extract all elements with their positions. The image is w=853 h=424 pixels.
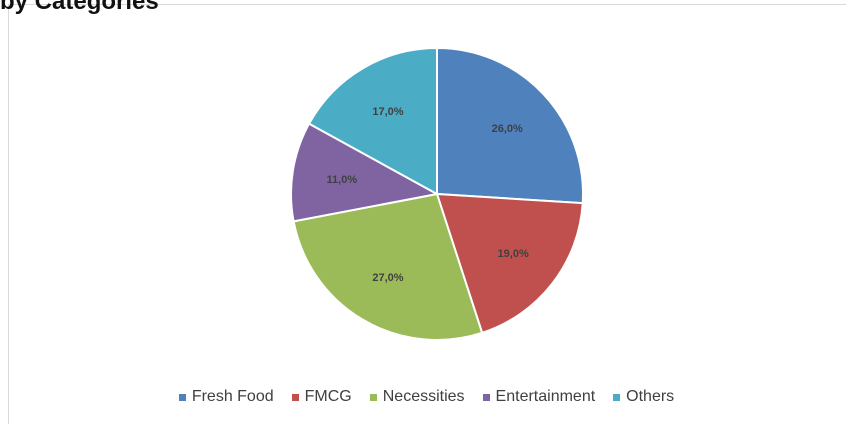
data-label-fresh-food: 26,0% (492, 123, 523, 135)
legend-item-entertainment: Entertainment (482, 388, 596, 406)
data-label-others: 17,0% (372, 106, 403, 118)
pie-slice-necessities (292, 192, 484, 341)
legend-item-others: Others (613, 388, 674, 406)
pie-slice-others (307, 46, 438, 196)
data-label-necessities: 27,0% (372, 272, 403, 284)
legend-item-fmcg: FMCG (291, 388, 352, 406)
pie-slice-fresh-food (436, 46, 584, 205)
legend-label: Necessities (382, 388, 465, 405)
chart-legend: Fresh Food FMCG Necessities Entertainment Ot… (0, 388, 853, 406)
data-label-fmcg: 19,0% (498, 248, 529, 260)
legend-swatch (369, 393, 377, 401)
data-label-entertainment: 11,0% (327, 174, 358, 186)
legend-swatch (178, 393, 186, 401)
pie-slice-fmcg (435, 192, 584, 335)
legend-label: Fresh Food (191, 388, 274, 405)
legend-swatch (482, 393, 490, 401)
legend-swatch (291, 393, 299, 401)
legend-label: Entertainment (495, 388, 596, 405)
legend-item-necessities: Necessities (369, 388, 465, 406)
legend-label: Others (626, 388, 675, 405)
page-title: by Categories (0, 0, 159, 15)
legend-item-fresh-food: Fresh Food (178, 388, 274, 406)
chart-frame (8, 4, 846, 424)
legend-swatch (613, 393, 621, 401)
pie-slice-entertainment (290, 122, 440, 223)
legend-label: FMCG (304, 388, 352, 405)
